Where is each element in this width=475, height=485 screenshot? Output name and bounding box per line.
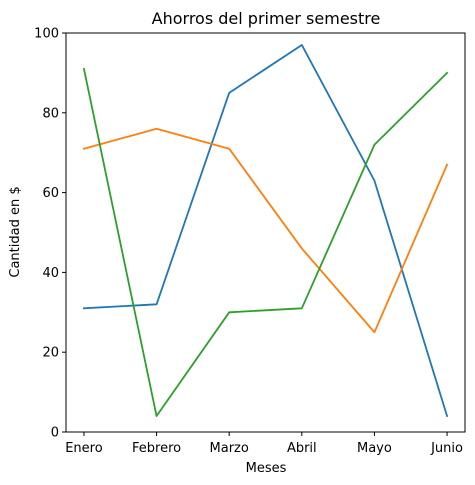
axes-frame — [65, 32, 466, 433]
x-tick-label: Febrero — [132, 441, 181, 456]
series-line-3 — [82, 67, 449, 417]
chart-title: Ahorros del primer semestre — [152, 9, 381, 28]
y-tick-label: 0 — [51, 426, 59, 441]
y-tick-label: 20 — [42, 346, 59, 361]
plot-area: Enero Febrero Marzo Abril Mayo Junio 0 20 40 60 80… — [34, 27, 466, 456]
series-line-1 — [83, 44, 449, 418]
y-tick-label: 60 — [42, 186, 59, 201]
y-tick-label: 40 — [42, 266, 59, 281]
x-tick-label: Mayo — [357, 441, 392, 456]
y-tick-label: 80 — [42, 106, 59, 121]
x-tick-label: Abril — [287, 441, 317, 456]
x-tick-label: Enero — [65, 441, 103, 456]
series-line-2 — [82, 127, 449, 334]
x-axis-label: Meses — [246, 461, 287, 476]
x-tick-label: Junio — [430, 441, 463, 456]
y-axis-label: Cantidad en $ — [8, 186, 23, 277]
y-tick-label: 100 — [34, 27, 59, 42]
x-tick-label: Marzo — [210, 441, 249, 456]
